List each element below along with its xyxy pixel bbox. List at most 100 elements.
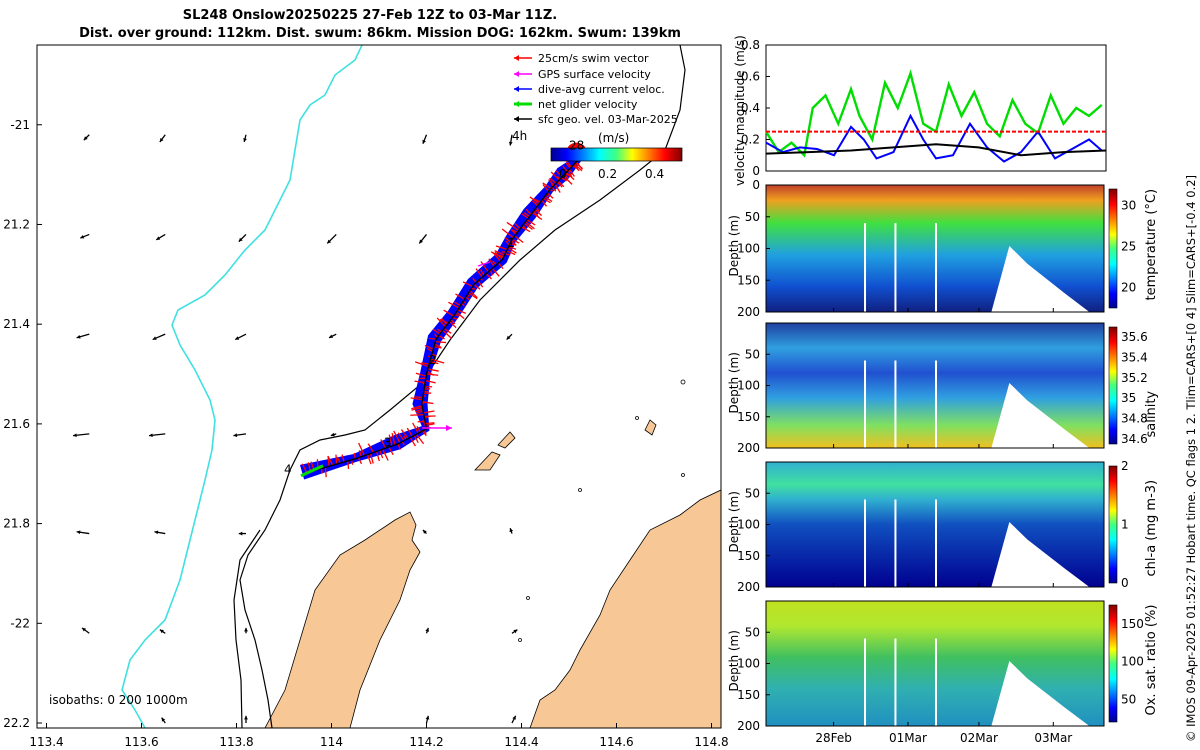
section-y-tick-label: 100	[737, 242, 760, 256]
swim-vector	[375, 451, 380, 462]
swim-vector	[475, 268, 483, 278]
section-x-tick-label: 28Feb	[815, 731, 852, 745]
colorbar-label: salinity	[1144, 391, 1159, 438]
swim-vector	[382, 448, 389, 461]
map-x-tick-label: 114.6	[599, 735, 633, 749]
swim-vector	[480, 261, 489, 273]
map-colorbar-ramp	[550, 147, 683, 162]
salinity-no-data-region	[991, 383, 1090, 448]
figure-title-line-2: Dist. over ground: 112km. Dist. swum: 86…	[79, 26, 681, 41]
swim-vector	[521, 226, 531, 233]
temperature-colorbar	[1108, 188, 1118, 309]
geostrophic-vector-arrowhead	[149, 433, 153, 438]
swim-vector	[507, 247, 517, 254]
map-x-tick-label: 113.6	[124, 735, 158, 749]
swim-vector	[424, 344, 434, 350]
velocity-y-tick-label: 0.2	[741, 133, 760, 147]
isobath-200m	[233, 529, 261, 728]
swim-vector	[427, 368, 439, 372]
gps-vector-arrowhead	[446, 425, 452, 431]
colorbar-tick-label: 34.8	[1121, 412, 1148, 426]
map-y-tick-label: 21.4	[3, 317, 30, 331]
geostrophic-vector-arrowhead	[159, 629, 164, 634]
map-x-tick-label: 114	[320, 735, 343, 749]
swim-vector	[550, 171, 560, 181]
swim-vector	[523, 222, 533, 230]
day-marker-label: 1	[507, 236, 515, 250]
geostrophic-vector-arrowhead	[80, 234, 85, 239]
section-y-tick-label: 150	[737, 410, 760, 424]
swim-vector	[568, 168, 575, 177]
geostrophic-vector-arrowhead	[422, 529, 427, 534]
section-x-tick-label: 03Mar	[1034, 731, 1072, 745]
colorbar-tick-label: 35.4	[1121, 351, 1148, 365]
legend-swatch-arrowhead	[514, 86, 519, 92]
swim-vector	[549, 177, 557, 184]
colorbar-label: temperature (°C)	[1144, 189, 1159, 301]
chlorophyll-colorbar	[1108, 465, 1118, 584]
swim-vector	[411, 405, 423, 410]
swim-vector	[421, 430, 427, 437]
day-marker-label: 4	[284, 463, 292, 477]
map-x-ticks: 113.4 113.6 113.8 114 114.2 114.4 114.6 114.8	[29, 723, 729, 749]
section-panel-salinity: 50 100 150 200 Depth (m) 35.6 35.4 35.2 35 34.8 34…	[727, 322, 1159, 455]
map-y-tick-label: -21	[10, 118, 30, 132]
colorbar-tick-label: 35.6	[1121, 330, 1148, 344]
track-map-panel: 113.4 113.6 113.8 114 114.2 114.4 114.6 114.8 -…	[3, 44, 729, 749]
swim-vector	[563, 174, 569, 179]
swim-vector	[542, 182, 552, 190]
swim-vector	[544, 196, 553, 202]
swim-vector	[573, 163, 583, 172]
day-markers: 28 1 2 3 4	[284, 139, 584, 477]
swim-vector	[380, 439, 387, 449]
section-y-tick-label: 200	[737, 580, 760, 594]
velocity-y-tick-label: 0	[752, 164, 760, 178]
map-y-tick-label: 21.6	[3, 417, 30, 431]
geostrophic-vector-arrowhead	[243, 138, 247, 142]
swim-vector	[525, 221, 535, 230]
isobaths-label: isobaths: 0 200 1000m	[49, 693, 188, 707]
legend-swatch-arrowhead	[514, 71, 519, 77]
swim-vector	[472, 277, 477, 283]
map-y-tick-label: 22.2	[3, 716, 30, 730]
swim-vector	[554, 183, 561, 193]
swim-vector	[406, 427, 413, 437]
map-colorbar-label: (m/s)	[598, 131, 629, 145]
colorbar-tick-label: 50	[1121, 692, 1136, 706]
geostrophic-vector-arrowhead	[154, 530, 159, 535]
swim-vector	[556, 181, 563, 188]
net-glider-velocity-vector	[300, 464, 324, 478]
swim-vector	[366, 454, 372, 465]
swim-vector	[510, 229, 517, 235]
colorbar-tick-label: 25	[1121, 239, 1136, 253]
islet-5	[526, 596, 530, 600]
swim-vector	[301, 463, 308, 473]
temperature-no-data-region	[991, 245, 1090, 312]
map-x-tick-label: 114.2	[409, 735, 443, 749]
section-y-label: Depth (m)	[727, 352, 741, 413]
swim-vector	[531, 200, 539, 207]
swim-vector	[526, 219, 536, 226]
swim-vector	[514, 235, 524, 244]
swim-vector	[457, 309, 467, 314]
swim-vector	[397, 432, 405, 442]
geostrophic-vector-arrowhead	[244, 715, 248, 720]
oxygen-colorbar	[1108, 604, 1118, 723]
swim-vector	[542, 197, 551, 204]
swim-vector	[454, 301, 461, 307]
swim-vector	[572, 165, 579, 169]
geostrophic-vector-arrowhead	[73, 433, 77, 438]
colorbar-tick-label: 35.2	[1121, 371, 1148, 385]
swim-vector	[450, 319, 456, 325]
section-x-tick-label: 02Mar	[960, 731, 998, 745]
isobath-0m	[239, 45, 686, 728]
swim-vector	[336, 456, 341, 464]
section-panel-temperature: 0 50 100 150 200 Depth (m) 20 25 30 temperature (…	[727, 178, 1159, 319]
oxygen-no-data-region	[991, 661, 1090, 726]
swim-vector	[438, 335, 446, 340]
geostrophic-vector-arrowhead	[509, 528, 514, 533]
swim-vector	[441, 318, 448, 326]
section-y-label: Depth (m)	[727, 215, 741, 276]
swim-vector	[497, 262, 504, 270]
swim-vector	[477, 280, 484, 288]
